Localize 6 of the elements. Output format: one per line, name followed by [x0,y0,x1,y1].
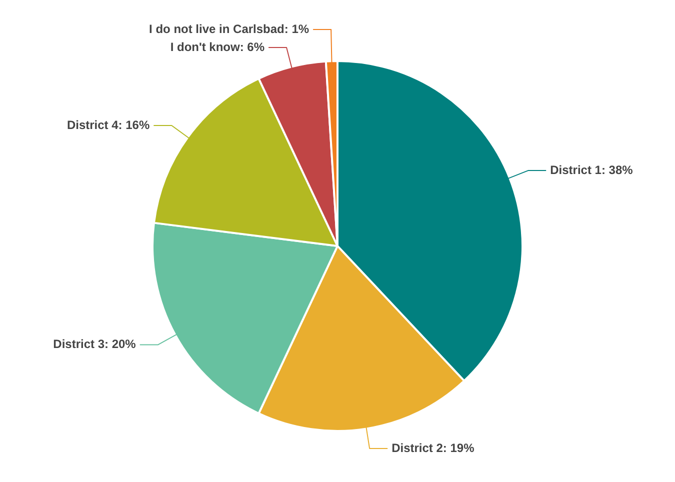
slice-label: District 2: 19% [392,440,475,455]
slice-label: I do not live in Carlsbad: 1% [149,22,310,36]
slice-label: District 4: 16% [66,118,150,132]
slice-label: District 1: 38% [550,162,634,177]
slice-label: I don't know: 6% [170,40,265,54]
slice-label: District 3: 20% [53,337,136,352]
